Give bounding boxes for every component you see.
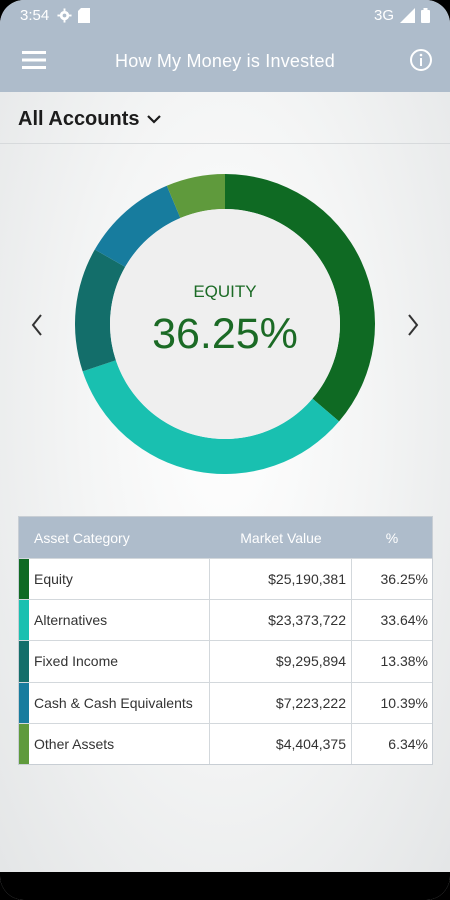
color-swatch — [19, 723, 29, 764]
signal-icon — [400, 7, 415, 23]
donut-segment-cash-cash-equivalents[interactable] — [94, 185, 181, 267]
table-row[interactable]: Fixed Income $9,295,894 13.38% — [19, 640, 432, 682]
battery-icon — [421, 7, 430, 23]
color-swatch — [19, 559, 29, 600]
sd-card-icon — [78, 7, 91, 23]
divider — [0, 143, 450, 144]
row-percent: 6.34% — [388, 735, 428, 752]
info-icon[interactable] — [409, 48, 433, 72]
table-row[interactable]: Alternatives $23,373,722 33.64% — [19, 599, 432, 641]
row-percent: 13.38% — [380, 653, 428, 670]
status-time: 3:54 — [20, 6, 50, 24]
menu-icon[interactable] — [22, 50, 46, 70]
selected-percent: 36.25% — [152, 309, 298, 358]
account-selector-label: All Accounts — [18, 107, 140, 130]
row-category: Other Assets — [29, 723, 210, 764]
row-category: Alternatives — [29, 600, 210, 641]
chevron-down-icon — [146, 115, 161, 124]
chevron-right-icon[interactable] — [406, 312, 420, 338]
donut-segment-alternatives[interactable] — [82, 360, 340, 474]
row-market-value: $4,404,375 — [210, 723, 352, 764]
header-asset-category: Asset Category — [34, 529, 130, 546]
system-nav-bar — [0, 872, 450, 900]
settings-icon — [57, 7, 72, 23]
row-category: Fixed Income — [29, 641, 210, 682]
allocation-donut-chart[interactable] — [75, 174, 375, 474]
row-percent: 36.25% — [380, 571, 428, 588]
donut-segment-equity[interactable] — [225, 174, 375, 422]
row-market-value: $7,223,222 — [210, 682, 352, 723]
row-category: Cash & Cash Equivalents — [29, 682, 210, 723]
table-row[interactable]: Cash & Cash Equivalents $7,223,222 10.39… — [19, 681, 432, 723]
row-category: Equity — [29, 559, 210, 600]
status-bar: 3:54 3G — [0, 0, 450, 30]
selected-category: EQUITY — [193, 281, 257, 301]
row-percent: 10.39% — [380, 694, 428, 711]
chevron-left-icon[interactable] — [30, 312, 44, 338]
asset-table: Asset Category Market Value % Equity $25… — [18, 516, 433, 765]
table-row[interactable]: Equity $25,190,381 36.25% — [19, 558, 432, 600]
color-swatch — [19, 641, 29, 682]
donut-hole — [110, 209, 340, 439]
account-selector[interactable]: All Accounts — [18, 104, 162, 134]
header-market-value: Market Value — [240, 529, 322, 546]
donut-segment-other-assets[interactable] — [166, 174, 225, 219]
color-swatch — [19, 682, 29, 723]
row-market-value: $25,190,381 — [210, 559, 352, 600]
header-percent: % — [385, 529, 399, 546]
row-market-value: $23,373,722 — [210, 600, 352, 641]
app-bar: How My Money is Invested — [0, 30, 450, 92]
table-row[interactable]: Other Assets $4,404,375 6.34% — [19, 722, 432, 764]
table-header: Asset Category Market Value % — [19, 517, 432, 558]
donut-segment-fixed-income[interactable] — [75, 249, 126, 372]
row-market-value: $9,295,894 — [210, 641, 352, 682]
color-swatch — [19, 600, 29, 641]
page-title: How My Money is Invested — [115, 50, 335, 71]
row-percent: 33.64% — [380, 612, 428, 629]
donut-center-label: EQUITY 36.25% — [75, 174, 375, 474]
network-type: 3G — [373, 6, 394, 24]
